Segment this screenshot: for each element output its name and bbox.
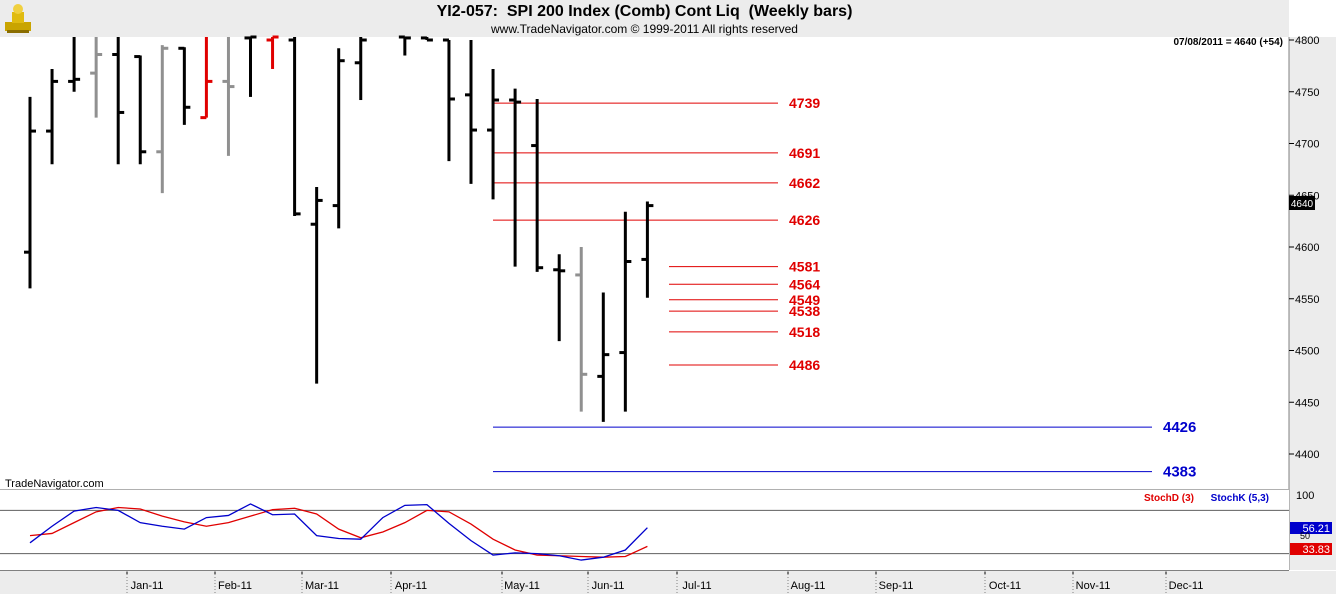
- x-axis-label: Nov-11: [1076, 580, 1111, 592]
- price-marker-label: 4640: [1291, 199, 1314, 210]
- y-axis-tick-label: 4450: [1295, 397, 1319, 409]
- x-axis-label: Jun-11: [592, 580, 625, 592]
- price-level-label: 4518: [789, 324, 820, 340]
- price-axis-panel: [1289, 37, 1336, 570]
- x-axis-label: Aug-11: [791, 580, 826, 592]
- copyright-text: www.TradeNavigator.com © 1999-2011 All r…: [491, 22, 798, 36]
- price-level-label: 4486: [789, 357, 820, 373]
- y-axis-tick-label: 4500: [1295, 346, 1319, 358]
- x-axis-label: May-11: [504, 580, 540, 592]
- stoch-line: [29, 503, 648, 561]
- price-level-label: 4564: [789, 276, 820, 292]
- price-level-label: 4662: [789, 175, 820, 191]
- stochk-readout: 56.21: [1302, 523, 1330, 535]
- y-axis-tick-label: 4600: [1295, 242, 1319, 254]
- stoch-axis-100-label: 100: [1296, 490, 1314, 502]
- price-level-label: 4383: [1163, 464, 1196, 481]
- price-level-label: 4626: [789, 212, 820, 228]
- stochd-readout: 33.83: [1302, 544, 1330, 556]
- y-axis-tick-label: 4400: [1295, 449, 1319, 461]
- stochd-readout-box: [1290, 543, 1332, 555]
- last-price-readout: 07/08/2011 = 4640 (+54): [1173, 37, 1283, 48]
- chart-header: YI2-057: SPI 200 Index (Comb) Cont Liq (…: [0, 0, 1289, 37]
- x-axis-label: Feb-11: [218, 580, 252, 592]
- x-axis-label: Jan-11: [131, 580, 164, 592]
- stochk-readout-box: [1290, 522, 1332, 534]
- trade-navigator-logo-icon: [5, 4, 31, 33]
- x-axis-label: Oct-11: [989, 580, 1021, 592]
- price-level-label: 4581: [789, 259, 820, 275]
- y-axis-tick-label: 4700: [1295, 139, 1319, 151]
- x-axis-label: Mar-11: [305, 580, 339, 592]
- price-level-label: 4691: [789, 145, 820, 161]
- chart-title: YI2-057: SPI 200 Index (Comb) Cont Liq (…: [436, 3, 853, 20]
- time-axis-panel: [0, 571, 1336, 594]
- x-axis-label: Jul-11: [682, 580, 711, 592]
- price-level-label: 4426: [1163, 419, 1196, 436]
- x-axis-label: Apr-11: [395, 580, 427, 592]
- price-plot-area: [0, 37, 1289, 489]
- stochd-legend: StochD (3): [1144, 493, 1194, 504]
- y-axis-tick-label: 4800: [1295, 35, 1319, 47]
- y-axis-tick-label: 4550: [1295, 294, 1319, 306]
- price-level-label: 4549: [789, 292, 820, 308]
- x-axis-label: Sep-11: [879, 580, 914, 592]
- price-level-label: 4538: [789, 303, 820, 319]
- x-axis-label: Dec-11: [1169, 580, 1204, 592]
- stochk-legend: StochK (5,3): [1211, 493, 1269, 504]
- stoch-axis-50-label: 50: [1300, 531, 1310, 541]
- y-axis-tick-label: 4750: [1295, 87, 1319, 99]
- stoch-line: [29, 506, 648, 558]
- price-marker-box: [1289, 196, 1315, 210]
- watermark-text: TradeNavigator.com: [5, 478, 104, 490]
- price-level-label: 4739: [789, 95, 820, 111]
